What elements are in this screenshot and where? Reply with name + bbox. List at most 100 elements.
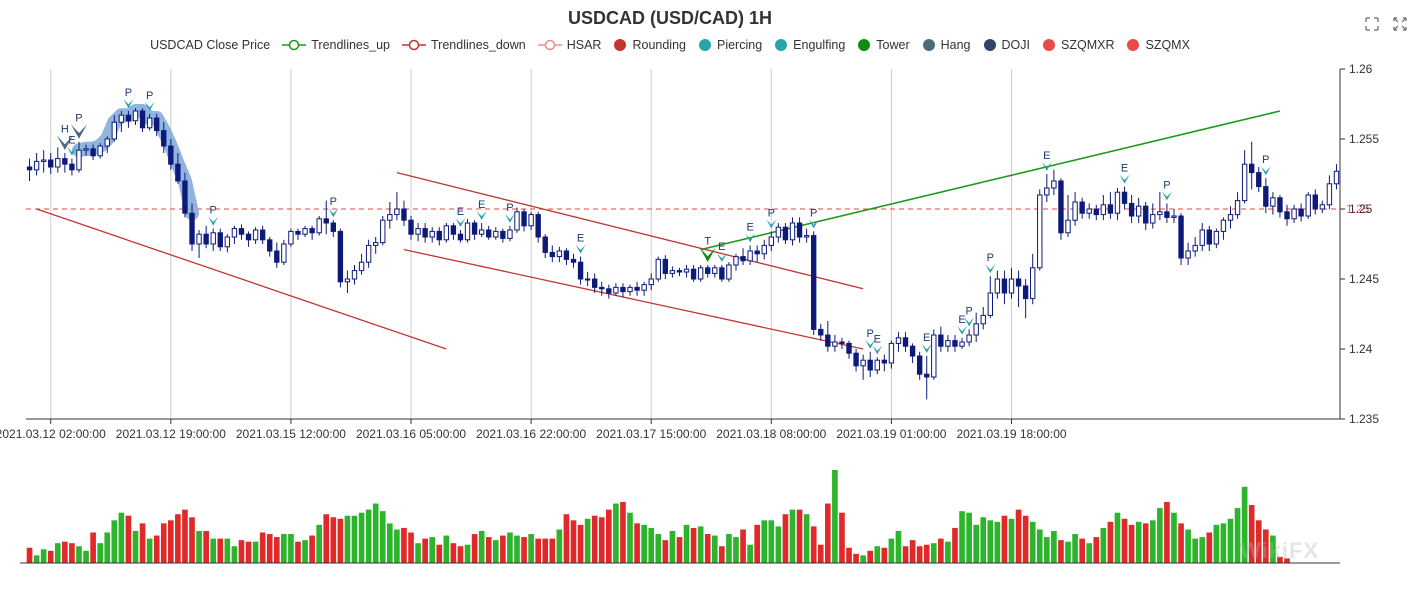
volume-bar <box>1036 529 1043 563</box>
candle-body <box>203 233 209 245</box>
pattern-overlays: 1.25 <box>26 104 1370 350</box>
x-tick-label: 2021.03.12 19:00:00 <box>116 427 226 441</box>
candle-body <box>627 286 633 293</box>
volume-bar <box>605 509 612 563</box>
candle-body <box>1051 180 1057 189</box>
candle-body <box>1312 194 1318 210</box>
pattern-label: P <box>867 328 874 340</box>
volume-bar <box>478 530 485 563</box>
candle-body <box>295 230 301 235</box>
candle-body <box>1157 211 1163 216</box>
legend-item[interactable]: Rounding <box>613 38 686 52</box>
volume-bar <box>627 512 633 563</box>
volume-bar <box>125 515 132 563</box>
volume-bar <box>916 546 923 563</box>
legend-item[interactable]: Engulfing <box>774 38 845 52</box>
candle-body <box>902 337 909 347</box>
candle-body <box>69 163 75 171</box>
candle-body <box>55 158 61 168</box>
candle-body <box>210 232 216 245</box>
pattern-arrow <box>455 218 466 227</box>
volume-bar <box>1284 558 1290 563</box>
pattern-arrow <box>328 208 339 218</box>
candle-body <box>457 233 464 241</box>
candle-body <box>881 359 888 364</box>
legend-dot-icon <box>983 39 996 51</box>
legend-item[interactable]: Trendlines_up <box>282 38 390 52</box>
volume-bar <box>1270 535 1276 563</box>
volume-bar <box>450 543 457 563</box>
volume-bar <box>1192 538 1199 563</box>
pattern-label: E <box>68 135 75 147</box>
candle-body <box>655 258 661 280</box>
x-tick-label: 2021.03.15 12:00:00 <box>236 427 346 441</box>
legend-item[interactable]: USDCAD Close Price <box>150 38 270 52</box>
candle-body <box>1291 208 1297 220</box>
legend-item[interactable]: Tower <box>857 38 910 52</box>
candle-body <box>613 286 619 294</box>
rounding-arc <box>71 104 200 221</box>
candle-body <box>931 334 937 378</box>
volume-bar <box>62 541 68 563</box>
volume-bar <box>1135 521 1142 563</box>
volume-bar <box>266 534 273 563</box>
candle-body <box>980 314 986 325</box>
candle-body <box>146 117 153 129</box>
legend-item[interactable]: Piercing <box>698 38 762 52</box>
candle-body <box>775 226 782 238</box>
legend-item[interactable]: DOJI <box>983 38 1030 52</box>
volume-bar <box>874 546 881 563</box>
candle-body <box>245 233 252 241</box>
candle-body <box>196 233 202 245</box>
legend-item[interactable]: SZQMXR <box>1042 38 1114 52</box>
volume-bar <box>563 514 570 563</box>
candle-body <box>514 211 520 231</box>
legend-dot-icon <box>698 39 711 51</box>
candle-body <box>238 228 245 235</box>
chart-legend: USDCAD Close Price Trendlines_up Trendline… <box>0 38 1340 52</box>
pattern-arrow <box>1161 191 1172 201</box>
watermark: WikiFX <box>1240 538 1320 563</box>
volume-bar <box>485 537 492 563</box>
volume-bar <box>323 514 330 563</box>
legend-item[interactable]: Trendlines_down <box>402 38 526 52</box>
candle-body <box>1058 180 1064 234</box>
candle-body <box>259 229 266 241</box>
volume-bar <box>846 547 852 563</box>
legend-item[interactable]: Hang <box>922 38 971 52</box>
volume-bar <box>1051 530 1057 563</box>
candle-body <box>1100 204 1107 216</box>
volume-bar <box>90 532 96 563</box>
pattern-arrow <box>716 253 727 262</box>
volume-bar <box>259 532 266 563</box>
volume-bar <box>146 538 153 563</box>
legend-item[interactable]: SZQMX <box>1126 38 1190 52</box>
candle-body <box>1015 278 1022 287</box>
candle-body <box>549 251 555 258</box>
volume-bar <box>316 524 323 563</box>
candle-body <box>796 222 803 238</box>
x-tick-label: 2021.03.17 15:00:00 <box>596 427 706 441</box>
x-tick-label: 2021.03.19 18:00:00 <box>956 427 1066 441</box>
volume-bar <box>782 514 789 563</box>
y-tick-label: 1.24 <box>1349 342 1373 356</box>
volume-bar <box>1022 515 1029 563</box>
candle-body <box>556 250 563 258</box>
volume-bar <box>824 503 831 563</box>
volume-bar <box>153 535 160 563</box>
volume-bar <box>379 511 386 563</box>
candle-body <box>486 229 492 238</box>
candle-body <box>76 149 82 171</box>
candle-body <box>535 214 541 238</box>
candle-body <box>1093 208 1099 216</box>
zoom-select-icon[interactable] <box>1364 16 1380 32</box>
candle-body <box>945 340 951 347</box>
zoom-reset-icon[interactable] <box>1392 16 1408 32</box>
legend-item[interactable]: HSAR <box>537 38 601 52</box>
candle-body <box>592 278 598 288</box>
volume-bar <box>655 534 662 563</box>
volume-bar <box>1199 537 1206 563</box>
candle-body <box>966 334 972 343</box>
pattern-arrow <box>208 216 219 226</box>
